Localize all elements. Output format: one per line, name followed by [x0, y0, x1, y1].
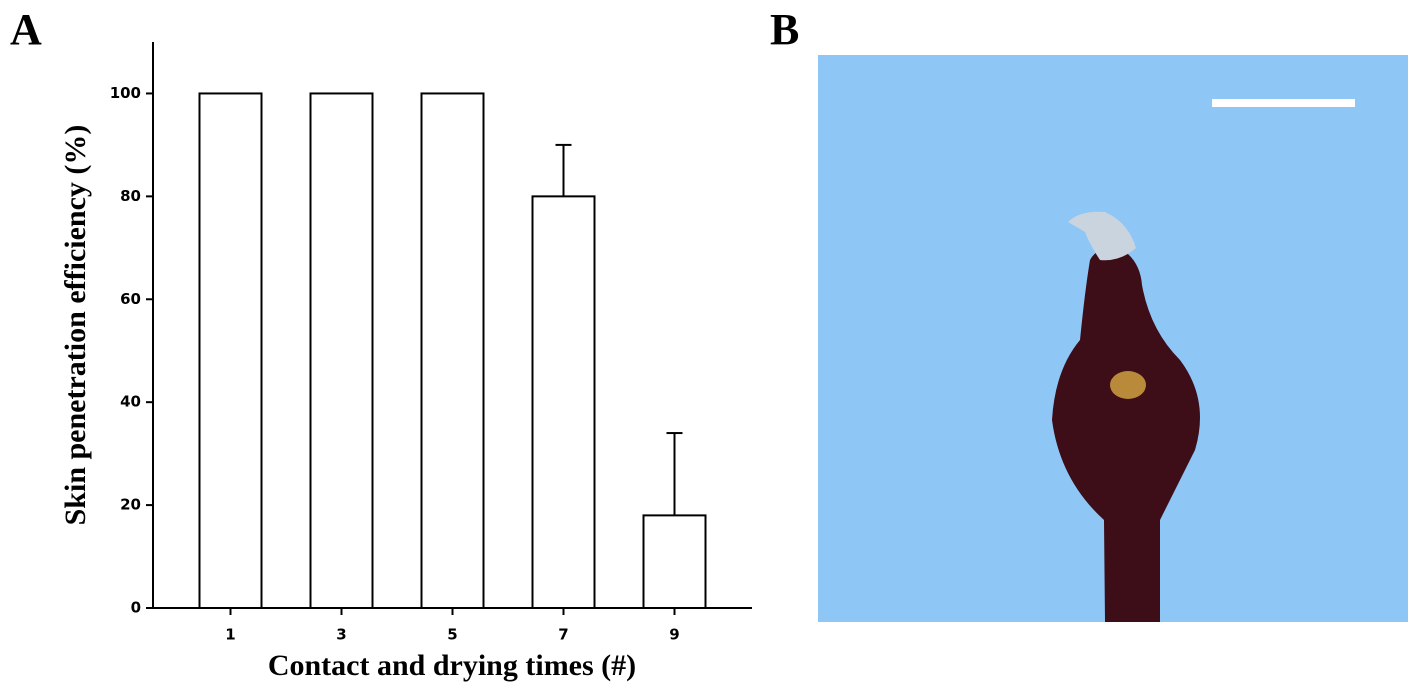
x-axis-title: Contact and drying times (#): [268, 649, 636, 682]
y-axis-title: Skin penetration efficiency (%): [59, 125, 92, 526]
bar: [531, 195, 596, 609]
photo: [818, 55, 1408, 622]
x-tick-label: 1: [225, 626, 235, 644]
drop: [1052, 247, 1200, 622]
y-tick-label: 0: [131, 599, 141, 617]
y-tick-label: 80: [120, 187, 141, 205]
bar: [420, 92, 485, 610]
bar: [309, 92, 374, 610]
tip: [1068, 211, 1136, 261]
scale-bar: [1212, 99, 1355, 107]
x-tick-label: 5: [447, 626, 457, 644]
bar: [198, 92, 263, 610]
y-tick-label: 60: [120, 290, 141, 308]
y-tick-label: 20: [120, 496, 141, 514]
x-tick-label: 3: [336, 626, 346, 644]
highlight: [1110, 371, 1146, 399]
panel-label: B: [770, 5, 799, 54]
y-tick-label: 40: [120, 393, 141, 411]
x-tick-label: 7: [558, 626, 568, 644]
panel-label: A: [10, 5, 42, 54]
y-tick-label: 100: [110, 84, 141, 102]
bar: [642, 514, 707, 610]
x-tick-label: 9: [669, 626, 679, 644]
